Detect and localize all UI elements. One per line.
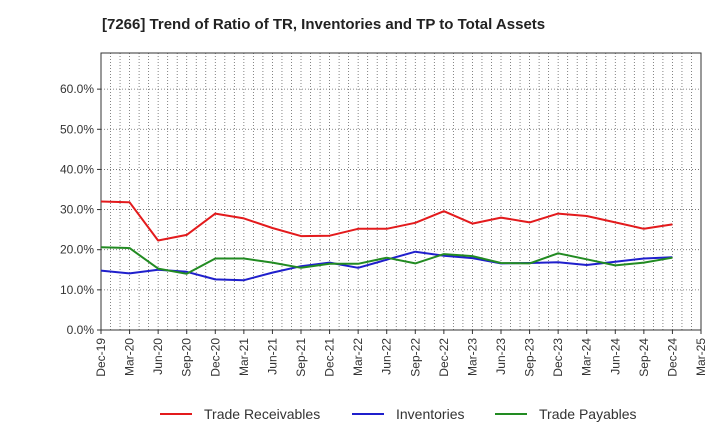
x-tick-label: Jun-21 bbox=[265, 338, 279, 375]
x-tick-label: Mar-24 bbox=[580, 338, 594, 376]
x-tick-label: Mar-22 bbox=[351, 338, 365, 376]
legend-item-trade-receivables: Trade Receivables bbox=[160, 406, 320, 422]
legend-label: Trade Payables bbox=[539, 406, 637, 422]
series-line-trade-payables bbox=[100, 246, 673, 275]
x-tick-label: Sep-23 bbox=[523, 338, 537, 377]
x-tick-label: Dec-24 bbox=[665, 338, 679, 377]
x-tick-label: Dec-19 bbox=[94, 338, 108, 377]
x-tick-label: Mar-21 bbox=[237, 338, 251, 376]
grid-layer bbox=[101, 53, 701, 330]
y-axis-ticks: 0.0% 10.0% 20.0% 30.0% 40.0% 50.0% 60.0% bbox=[60, 82, 101, 337]
x-tick-label: Dec-23 bbox=[551, 338, 565, 377]
series-line-trade-receivables bbox=[100, 200, 673, 242]
x-tick-label: Sep-21 bbox=[294, 338, 308, 377]
y-tick-label: 40.0% bbox=[60, 162, 94, 176]
legend: Trade Receivables Inventories Trade Payabl… bbox=[160, 406, 637, 422]
legend-item-trade-payables: Trade Payables bbox=[495, 406, 637, 422]
x-tick-label: Mar-25 bbox=[694, 338, 708, 376]
legend-label: Trade Receivables bbox=[204, 406, 320, 422]
y-tick-label: 20.0% bbox=[60, 243, 94, 257]
chart-title: [7266] Trend of Ratio of TR, Inventories… bbox=[102, 16, 546, 33]
x-tick-label: Dec-21 bbox=[323, 338, 337, 377]
x-tick-label: Jun-22 bbox=[380, 338, 394, 375]
x-tick-label: Sep-24 bbox=[637, 338, 651, 377]
plot-frame bbox=[100, 52, 702, 331]
series-line-inventories bbox=[100, 250, 673, 282]
legend-item-inventories: Inventories bbox=[352, 406, 464, 422]
x-tick-label: Jun-23 bbox=[494, 338, 508, 375]
legend-label: Inventories bbox=[396, 406, 464, 422]
x-tick-label: Sep-20 bbox=[180, 338, 194, 377]
x-tick-label: Mar-23 bbox=[465, 338, 479, 376]
y-tick-label: 10.0% bbox=[60, 283, 94, 297]
x-tick-label: Dec-22 bbox=[437, 338, 451, 377]
x-tick-label: Jun-20 bbox=[151, 338, 165, 375]
y-tick-label: 60.0% bbox=[60, 82, 94, 96]
x-tick-label: Mar-20 bbox=[123, 338, 137, 376]
x-tick-label: Jun-24 bbox=[608, 338, 622, 375]
x-axis-ticks: Dec-19 Mar-20 Jun-20 Sep-20 Dec-20 Mar-21 Jun-… bbox=[94, 330, 708, 377]
x-tick-label: Sep-22 bbox=[408, 338, 422, 377]
y-tick-label: 30.0% bbox=[60, 203, 94, 217]
series-layer bbox=[100, 200, 673, 282]
x-tick-label: Dec-20 bbox=[208, 338, 222, 377]
y-tick-label: 0.0% bbox=[67, 323, 95, 337]
y-tick-label: 50.0% bbox=[60, 122, 94, 136]
